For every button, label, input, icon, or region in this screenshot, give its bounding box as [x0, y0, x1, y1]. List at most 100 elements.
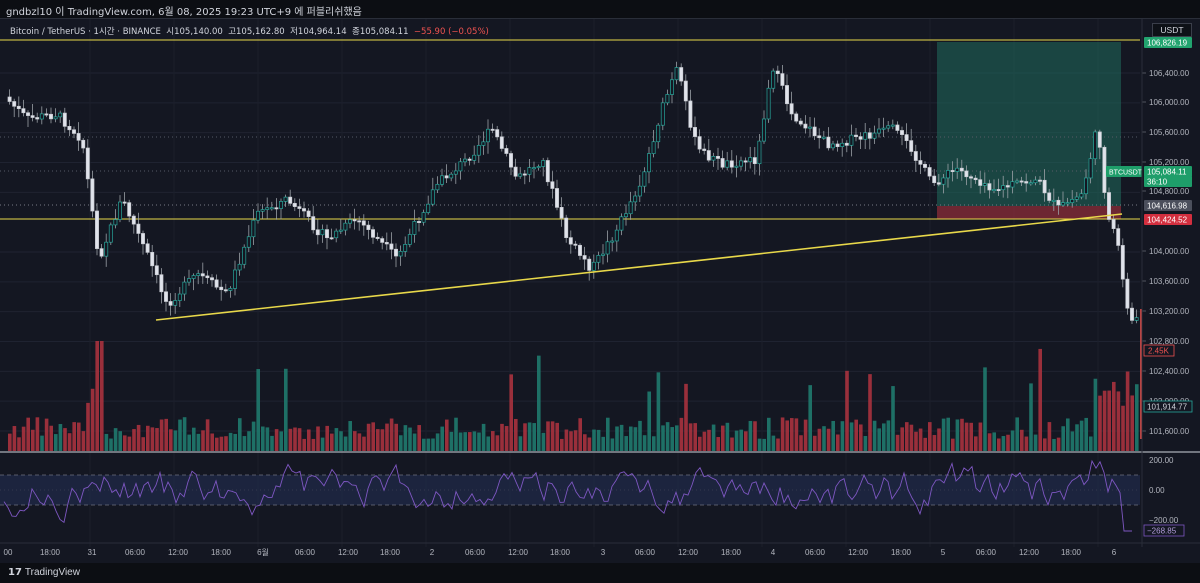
candle-down: [844, 142, 849, 146]
candle-up: [430, 189, 435, 205]
volume-bar: [486, 436, 490, 451]
candle-up: [941, 177, 946, 185]
volume-bar: [923, 437, 927, 451]
time-tick-label: 6월: [257, 547, 269, 557]
volume-bar: [840, 421, 845, 451]
volume-bar: [224, 436, 228, 451]
candle-down: [315, 229, 320, 236]
volume-bar: [652, 436, 656, 451]
volume-bar: [523, 423, 527, 451]
volume-bar: [1084, 417, 1088, 451]
volume-bar: [219, 436, 224, 451]
volume-bar: [813, 435, 817, 451]
volume-bar: [54, 434, 58, 451]
candle-down: [812, 126, 817, 137]
volume-bar: [12, 426, 17, 451]
candle-down: [366, 224, 371, 230]
chart-panel[interactable]: Bitcoin / TetherUS · 1시간 · BINANCE 시105,…: [0, 18, 1200, 563]
volume-bar: [1029, 383, 1033, 451]
candle-down: [858, 136, 863, 140]
price-chart-canvas[interactable]: 106,400.00 106,000.00 105,600.00 105,200.00…: [0, 19, 1200, 564]
candle-up: [1028, 182, 1033, 185]
candle-down: [716, 155, 720, 159]
volume-bar: [31, 429, 35, 451]
volume-bar: [123, 435, 127, 451]
volume-bar: [136, 424, 141, 451]
symbol-tag: BTCUSDT: [1109, 170, 1143, 177]
symbol-legend[interactable]: Bitcoin / TetherUS · 1시간 · BINANCE 시105,…: [10, 25, 489, 37]
candle-down: [509, 153, 513, 168]
time-tick-label: 5: [941, 548, 946, 557]
oscillator-tick-label: −200.00: [1149, 516, 1179, 525]
volume-bar: [293, 427, 297, 451]
candle-up: [946, 170, 950, 179]
candle-down: [936, 182, 941, 185]
candle-up: [338, 229, 343, 232]
time-tick-label: 12:00: [1019, 548, 1040, 557]
candle-up: [527, 167, 532, 175]
volume-bar: [909, 424, 914, 451]
volume-bar: [849, 422, 854, 451]
candle-down: [81, 139, 86, 149]
volume-bar: [822, 426, 826, 451]
volume-bar: [573, 430, 578, 451]
candle-up: [532, 167, 536, 170]
candle-down: [131, 215, 136, 225]
price-tick-label: 103,600.00: [1149, 277, 1190, 286]
volume-bar: [569, 431, 573, 451]
price-tick-label: 102,400.00: [1149, 367, 1190, 376]
volume-bar: [284, 368, 288, 451]
volume-bar: [1033, 434, 1038, 451]
volume-bar: [675, 425, 679, 451]
level-upper-label-bg: [1144, 200, 1192, 211]
volume-bar: [891, 386, 895, 451]
candle-down: [1125, 278, 1130, 309]
volume-bar: [1135, 384, 1139, 451]
volume-bar: [1047, 422, 1052, 451]
candle-down: [706, 150, 711, 161]
candle-up: [426, 203, 431, 213]
candle-up: [265, 207, 270, 210]
volume-bar: [550, 421, 555, 451]
candle-down: [573, 243, 578, 246]
candle-down: [417, 221, 421, 223]
volume-bar: [81, 431, 86, 451]
candle-down: [297, 206, 302, 209]
oscillator-value-label: −268.85: [1147, 527, 1177, 536]
candle-up: [637, 185, 642, 197]
volume-bar: [279, 431, 283, 451]
volume-bar: [803, 419, 808, 451]
candle-down: [141, 233, 145, 245]
volume-bar: [748, 420, 753, 451]
volume-bar: [799, 435, 803, 451]
candle-up: [1051, 199, 1056, 202]
candle-up: [890, 124, 895, 127]
volume-bar: [366, 423, 371, 451]
candle-up: [992, 189, 996, 192]
volume-bar: [1010, 430, 1015, 451]
price-label-top-bg: [1144, 37, 1192, 48]
candle-up: [1088, 158, 1093, 179]
candle-down: [150, 252, 155, 267]
candle-down: [76, 133, 81, 141]
currency-button[interactable]: USDT: [1152, 23, 1192, 37]
time-tick-label: 31: [88, 548, 97, 557]
volume-bar: [449, 431, 454, 451]
candle-down: [702, 148, 707, 151]
volume-bar: [265, 427, 270, 451]
oscillator-tick-label: 200.00: [1149, 456, 1174, 465]
volume-bar: [247, 431, 251, 451]
candle-down: [467, 158, 472, 161]
volume-bar: [417, 425, 421, 451]
candle-up: [481, 141, 486, 146]
price-label-bottom-bg: [1143, 400, 1193, 413]
candle-down: [7, 96, 12, 102]
candle-up: [614, 229, 619, 242]
time-tick-label: 18:00: [891, 548, 912, 557]
capture-text: gndbzl10 이 TradingView.com, 6월 08, 2025 …: [6, 7, 362, 18]
volume-bar: [974, 436, 978, 451]
candle-down: [325, 229, 329, 239]
tradingview-logo[interactable]: 17 TradingView: [8, 567, 80, 578]
volume-bar: [532, 423, 536, 451]
candle-up: [628, 201, 633, 215]
